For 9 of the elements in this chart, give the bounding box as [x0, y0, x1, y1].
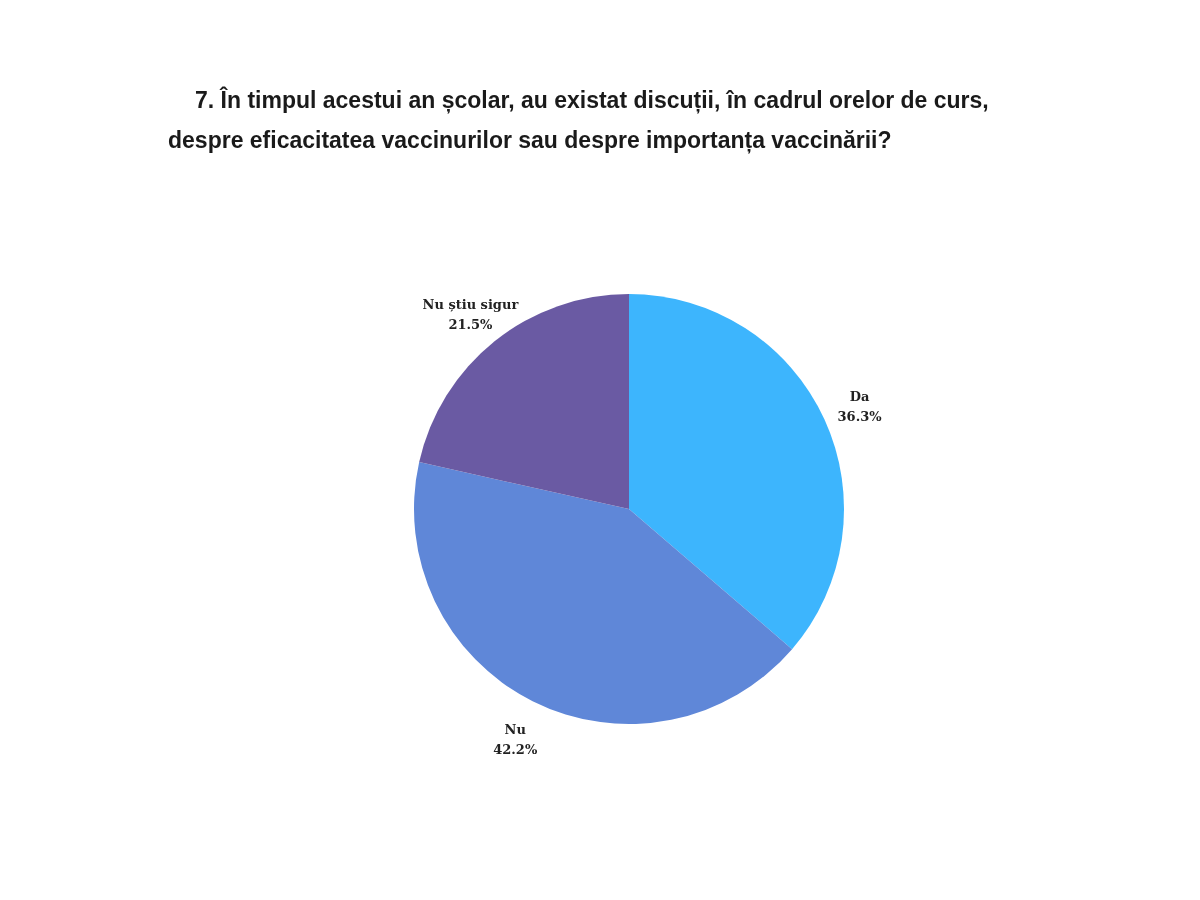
pie-slice: [414, 462, 793, 724]
data-label: 36.3%: [837, 409, 883, 425]
chart-title: 7. În timpul acestui an școlar, au existat discuții, în cadrul orelor de curs, despre eficacitatea vaccinurilor sau despre importanța vaccinării?: [168, 86, 989, 154]
slice-label: Da: [849, 389, 870, 405]
data-label: 42.2%: [493, 741, 538, 757]
pie-slice: [419, 294, 629, 509]
slice-label: Nu știu sigur: [422, 297, 519, 312]
slice-label: Nu: [504, 721, 526, 737]
data-label: 21.5%: [448, 317, 494, 332]
